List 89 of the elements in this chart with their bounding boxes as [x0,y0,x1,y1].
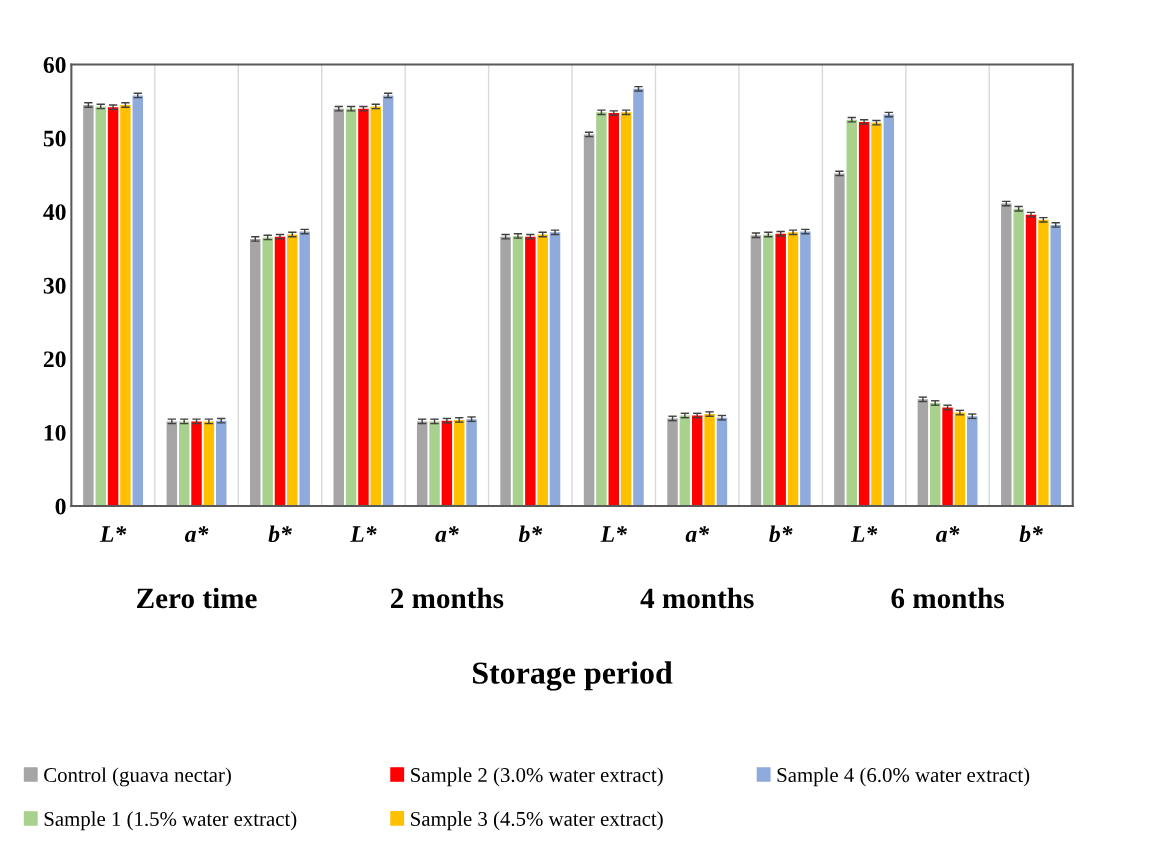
x-tick-label: b* [268,525,292,543]
bar [382,95,394,506]
bar [120,104,131,506]
x-tick-label: a* [435,526,459,543]
bar [215,420,227,506]
y-tick-label: 60 [43,57,66,73]
legend-label: Sample 4 (6.0% water extract) [777,767,1030,787]
bar [716,417,728,506]
y-tick-label: 50 [43,130,66,147]
bar [500,236,511,506]
bar [358,108,369,506]
bar [787,232,799,506]
text: 6 months [891,587,1004,609]
bar [178,421,190,506]
x-tick-label: L* [350,526,377,542]
bar [466,419,477,506]
bar [370,106,382,506]
bar [274,236,286,506]
bar [620,112,632,506]
bar [667,418,678,506]
bar [1025,214,1037,506]
bar [750,235,762,506]
bar [858,121,870,506]
x-tick-label: a* [185,526,209,543]
bar [453,419,465,506]
x-tick-label: L* [600,526,627,542]
bar [691,415,703,506]
bar [800,231,811,506]
text: 4 months [640,587,754,609]
text: Zero time [137,587,257,609]
bar [549,232,561,506]
bar [871,122,882,506]
bar [608,113,620,506]
bar [704,414,715,506]
bar [763,234,774,506]
bar [834,173,845,506]
y-tick-label: 40 [43,204,66,221]
x-tick-label: a* [685,526,710,543]
bar [1001,203,1012,506]
bar [942,407,953,506]
bar [441,420,453,506]
bar [299,231,310,506]
bar [203,421,215,506]
bar [525,236,536,506]
y-tick-label: 0 [55,498,66,515]
bar [929,402,941,506]
legend-label: Sample 2 (3.0% water extract) [411,767,663,787]
bar [596,112,607,506]
x-tick-label: L* [99,526,127,542]
x-axis-title: Storage period [473,661,673,691]
bar [775,233,786,506]
bar [262,237,273,506]
bar [250,238,261,506]
bar [954,412,966,506]
bar [1038,219,1049,506]
text: 2 months [390,587,504,609]
x-tick-label: L* [850,526,878,542]
bar [95,106,106,506]
x-tick-label: b* [518,525,543,543]
bar [967,416,978,506]
y-tick-label: 30 [43,277,66,294]
legend-label: Sample 1 (1.5% water extract) [44,811,297,831]
x-tick-label: b* [1019,525,1043,543]
bar [107,107,119,506]
x-tick-label: b* [769,525,793,543]
bar [537,234,548,506]
bar [846,119,858,506]
bar [333,108,344,506]
bar [345,108,357,506]
bar [191,421,202,506]
legend-label: Sample 3 (4.5% water extract) [411,811,663,831]
bar [1013,208,1024,506]
bar [416,421,428,506]
y-tick-label: 10 [44,424,66,441]
bar [132,95,144,506]
y-tick-label: 20 [43,351,66,368]
bar [83,104,94,506]
bar [287,234,298,506]
legend-label: Control (guava nectar) [44,767,231,787]
bar [512,235,524,506]
bar [583,134,595,506]
bar [166,421,178,506]
x-tick-label: a* [936,526,960,543]
bar [883,114,895,506]
bar [1050,224,1061,506]
bar [679,415,691,506]
bar [633,88,644,506]
bar [917,399,929,506]
bar [429,421,440,506]
